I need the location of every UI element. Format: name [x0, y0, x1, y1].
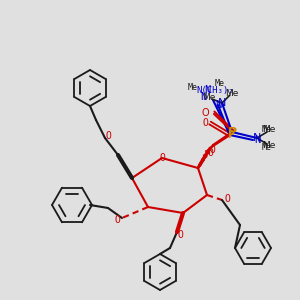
Text: P: P [227, 125, 237, 139]
Text: Me: Me [262, 125, 276, 134]
Text: Me: Me [215, 80, 225, 88]
Text: O: O [114, 215, 120, 225]
Text: Me: Me [262, 142, 276, 151]
Text: P: P [226, 130, 233, 140]
Text: O: O [202, 118, 208, 128]
Text: N: N [253, 133, 261, 143]
Text: Me: Me [202, 94, 216, 103]
Text: N: N [200, 92, 206, 102]
Text: N: N [215, 100, 221, 110]
Text: O: O [105, 131, 111, 141]
Text: N: N [218, 98, 226, 108]
Text: O: O [207, 148, 213, 158]
Text: O: O [201, 108, 209, 118]
Text: O: O [177, 230, 183, 240]
Text: O: O [159, 153, 165, 163]
Text: Me: Me [262, 125, 272, 134]
Text: Me: Me [188, 83, 198, 92]
Text: O: O [224, 194, 230, 204]
Text: Me: Me [262, 143, 272, 152]
Text: N: N [254, 135, 260, 145]
Text: N: N [204, 85, 210, 95]
Text: N(CH₃)₂: N(CH₃)₂ [196, 86, 234, 95]
Text: Me: Me [225, 88, 239, 98]
Text: O: O [209, 145, 215, 155]
